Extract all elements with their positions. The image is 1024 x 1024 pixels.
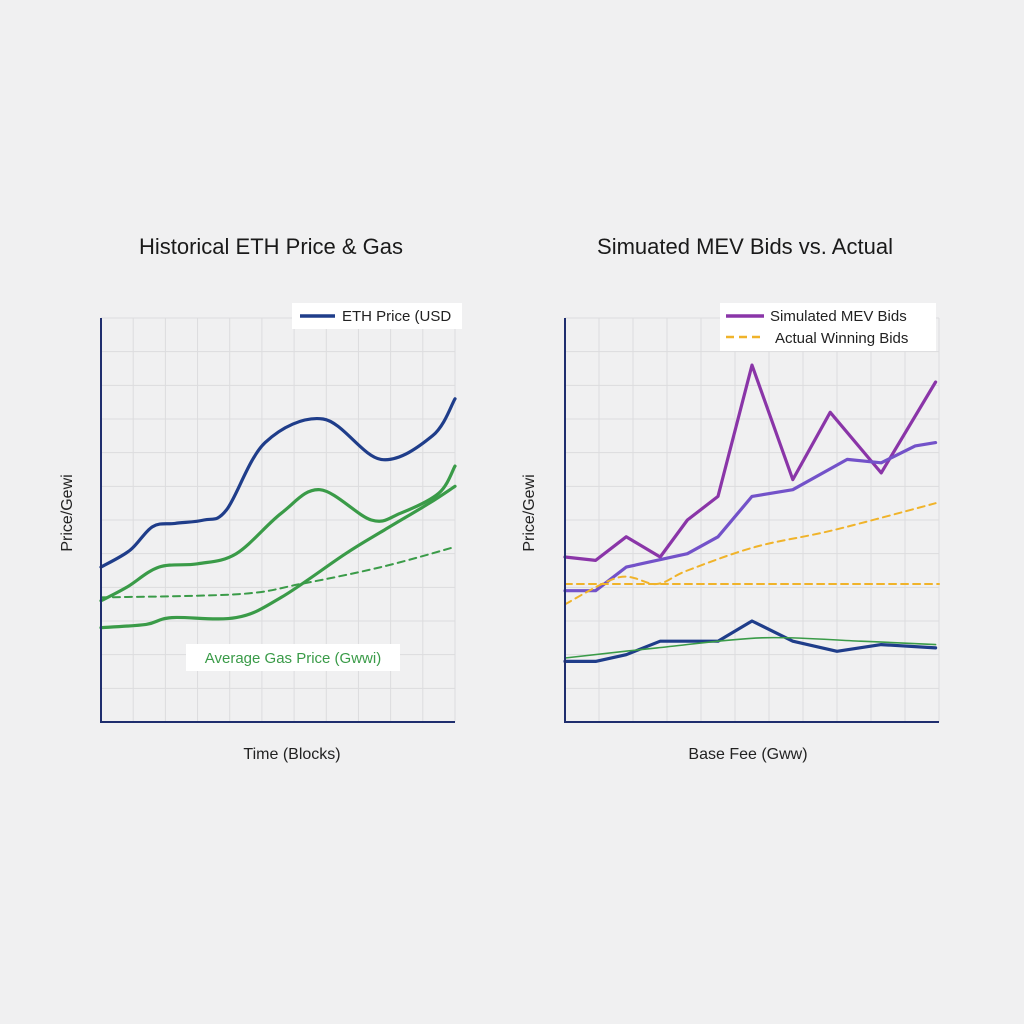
chart1-annotation-text: Average Gas Price (Gwwi) xyxy=(205,650,381,667)
chart1-annotation: Average Gas Price (Gwwi) xyxy=(186,644,400,671)
chart1-series-0-line xyxy=(99,397,457,569)
chart2-series-0-line xyxy=(563,363,938,562)
chart2-series-1-line xyxy=(563,441,938,593)
chart2-plot xyxy=(563,317,940,723)
chart1-series-3-line xyxy=(100,545,456,599)
chart1-series-2-line xyxy=(99,484,457,630)
chart2-series-5-line xyxy=(564,636,937,659)
chart2-title: Simuated MEV Bids vs. Actual xyxy=(597,234,893,259)
chart1-legend-label-eth-price: ETH Price (USD xyxy=(342,308,451,325)
chart2-y-axis-label: Price/Gewi xyxy=(521,474,538,551)
chart1-y-axis-label: Price/Gewi xyxy=(59,474,76,551)
chart1-title: Historical ETH Price & Gas xyxy=(139,234,403,259)
chart2-legend-label-actual: Actual Winning Bids xyxy=(775,330,908,347)
chart2-legend: Simulated MEV Bids Actual Winning Bids xyxy=(720,303,936,351)
chart2-grid xyxy=(565,317,940,722)
chart2-x-axis-label: Base Fee (Gww) xyxy=(688,746,807,763)
chart2-legend-box xyxy=(720,303,936,351)
chart1-legend: ETH Price (USD xyxy=(292,303,462,329)
chart1-series-1-line xyxy=(99,464,457,603)
chart2-series-2-line xyxy=(564,502,937,606)
chart2-series-4-line xyxy=(563,619,938,663)
chart1-plot xyxy=(99,317,457,723)
chart1-annotation-box xyxy=(186,644,400,671)
chart2-legend-label-simulated: Simulated MEV Bids xyxy=(770,308,907,325)
chart1-x-axis-label: Time (Blocks) xyxy=(243,746,340,763)
